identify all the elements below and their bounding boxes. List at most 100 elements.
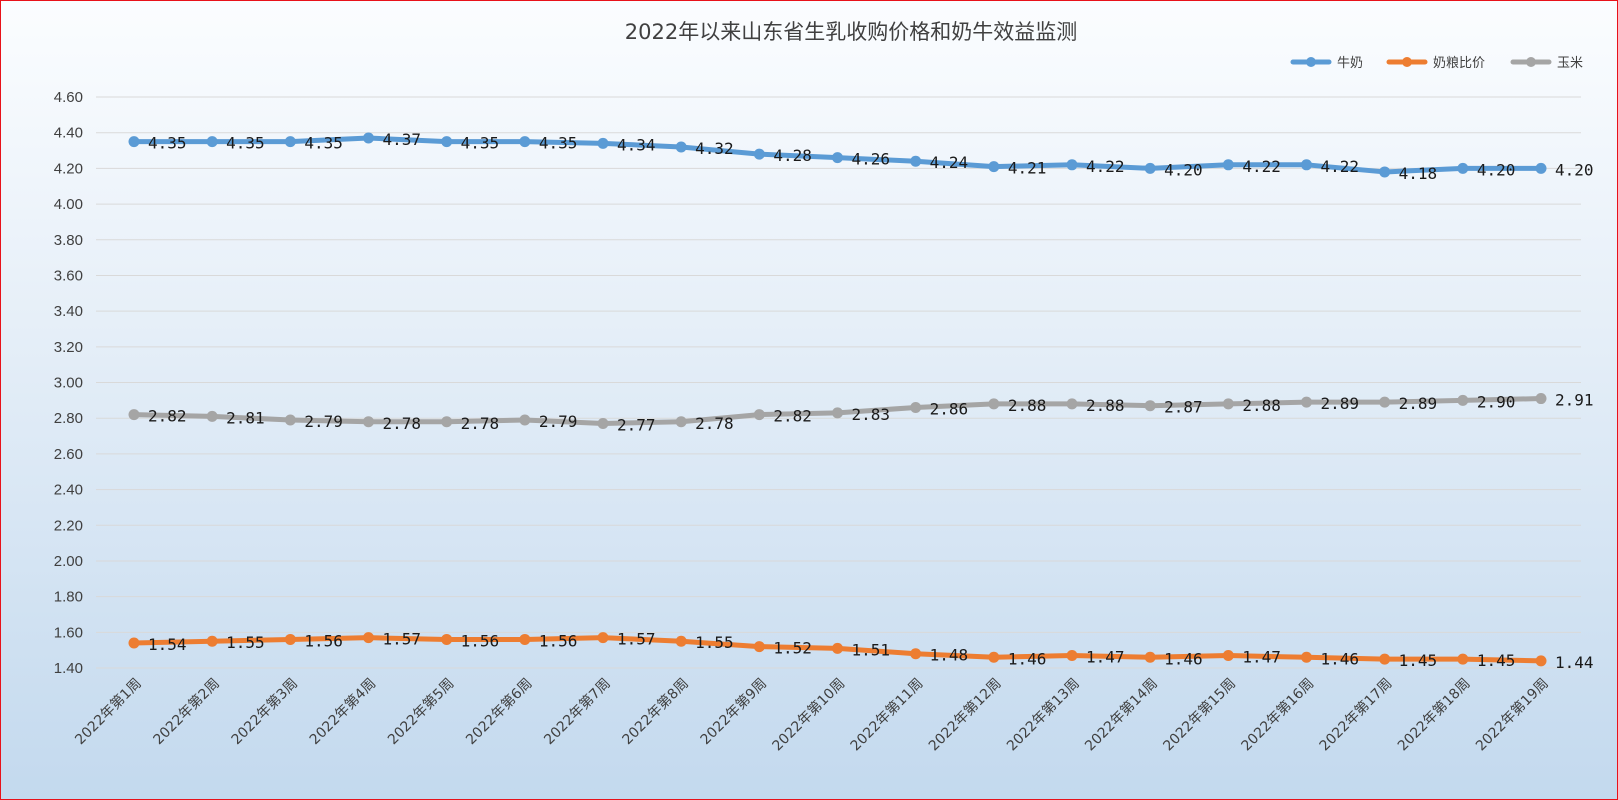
data-label: 1.52	[773, 639, 812, 658]
data-point	[128, 409, 140, 421]
data-point	[988, 651, 1000, 663]
legend-label: 玉米	[1557, 56, 1583, 71]
data-label: 1.51	[852, 640, 891, 659]
data-point	[1066, 650, 1078, 662]
data-label: 1.56	[539, 631, 578, 650]
y-tick-label: 3.60	[54, 267, 83, 284]
series-3: 2.82 2.81 2.79 2.78 2.78 2.79 2.77 2.78 2.82 2.83…	[128, 391, 1594, 435]
legend-label: 奶粮比价	[1433, 56, 1485, 71]
data-label: 2.86	[930, 399, 969, 418]
series-layer: 4.35 4.35 4.35 4.37 4.35 4.35 4.34 4.32 4.28 4.26…	[128, 130, 1594, 672]
data-point	[1457, 394, 1469, 406]
data-point	[1144, 651, 1156, 663]
x-tick-label: 2022年第4周	[306, 675, 379, 748]
data-label: 1.57	[617, 630, 656, 649]
data-point	[1457, 162, 1469, 174]
data-label: 4.22	[1086, 157, 1125, 176]
data-label: 1.46	[1008, 649, 1047, 668]
data-point	[1222, 398, 1234, 410]
data-point	[675, 635, 687, 647]
y-tick-label: 4.00	[54, 196, 83, 213]
x-tick-label: 2022年第1周	[72, 675, 145, 748]
data-label: 4.35	[539, 134, 578, 153]
x-tick-label: 2022年第3周	[228, 675, 301, 748]
data-label: 2.79	[539, 412, 578, 431]
y-tick-label: 1.80	[54, 589, 83, 606]
legend-marker	[1306, 57, 1316, 67]
data-point	[284, 414, 296, 426]
data-point	[1379, 653, 1391, 665]
data-point	[910, 648, 922, 660]
data-point	[1144, 162, 1156, 174]
data-point	[1379, 166, 1391, 178]
data-point	[1066, 398, 1078, 410]
data-point	[1144, 400, 1156, 412]
data-point	[832, 152, 843, 164]
data-label: 1.55	[695, 633, 734, 652]
data-point	[753, 409, 765, 421]
data-point	[441, 136, 453, 148]
data-point	[597, 137, 609, 149]
data-point	[1457, 653, 1469, 665]
data-point	[363, 132, 374, 144]
y-tick-label: 2.00	[54, 553, 83, 570]
x-tick-label: 2022年第14周	[1081, 675, 1161, 755]
data-point	[597, 632, 609, 644]
legend-item: 牛奶	[1290, 56, 1363, 71]
data-point	[910, 401, 922, 413]
x-tick-label: 2022年第15周	[1160, 675, 1240, 755]
data-point	[1301, 159, 1312, 171]
y-tick-label: 1.60	[54, 624, 83, 641]
data-point	[1535, 655, 1547, 667]
chart-title: 2022年以来山东省生乳收购价格和奶牛效益监测	[625, 20, 1077, 44]
legend-marker	[1402, 57, 1412, 67]
data-label: 1.47	[1242, 648, 1281, 667]
data-label: 2.89	[1399, 394, 1438, 413]
data-point	[1222, 159, 1234, 171]
x-tick-label: 2022年第5周	[384, 675, 457, 748]
data-point	[832, 407, 843, 419]
data-label: 2.90	[1477, 392, 1516, 411]
data-label: 1.57	[383, 630, 422, 649]
x-tick-label: 2022年第11周	[847, 675, 927, 755]
data-label: 1.46	[1164, 649, 1203, 668]
data-point	[675, 416, 687, 428]
data-label: 2.88	[1008, 396, 1047, 415]
data-label: 2.77	[617, 416, 656, 435]
data-label: 1.56	[461, 631, 500, 650]
data-label: 4.35	[148, 134, 187, 153]
data-point	[832, 642, 843, 654]
data-point	[363, 632, 374, 644]
data-label: 4.28	[773, 146, 812, 165]
y-tick-label: 3.80	[54, 232, 83, 249]
y-tick-label: 2.40	[54, 482, 83, 499]
data-label: 4.37	[383, 130, 422, 149]
data-label: 4.20	[1555, 160, 1594, 179]
x-tick-label: 2022年第9周	[697, 675, 770, 748]
data-label: 1.54	[148, 635, 187, 654]
y-tick-label: 4.20	[54, 160, 83, 177]
y-tick-label: 3.20	[54, 339, 83, 356]
y-tick-label: 2.80	[54, 410, 83, 427]
legend-item: 玉米	[1510, 56, 1583, 71]
data-label: 2.79	[304, 412, 343, 431]
legend-label: 牛奶	[1337, 56, 1363, 71]
data-label: 2.78	[695, 414, 734, 433]
data-point	[284, 136, 296, 148]
data-point	[206, 136, 218, 148]
data-label: 4.20	[1164, 160, 1203, 179]
grid-layer	[96, 96, 1581, 669]
x-tick-label: 2022年第12周	[925, 675, 1005, 755]
data-label: 4.35	[304, 134, 343, 153]
data-point	[363, 416, 374, 428]
y-axis: 1.40 1.60 1.80 2.00 2.20 2.40 2.60 2.80 3.00 3.20…	[54, 89, 83, 677]
data-label: 4.35	[226, 134, 265, 153]
x-tick-label: 2022年第10周	[769, 675, 849, 755]
data-label: 2.81	[226, 408, 265, 427]
x-tick-label: 2022年第19周	[1472, 675, 1552, 755]
data-point	[1301, 396, 1312, 408]
data-label: 1.45	[1399, 651, 1438, 670]
data-point	[1535, 162, 1547, 174]
